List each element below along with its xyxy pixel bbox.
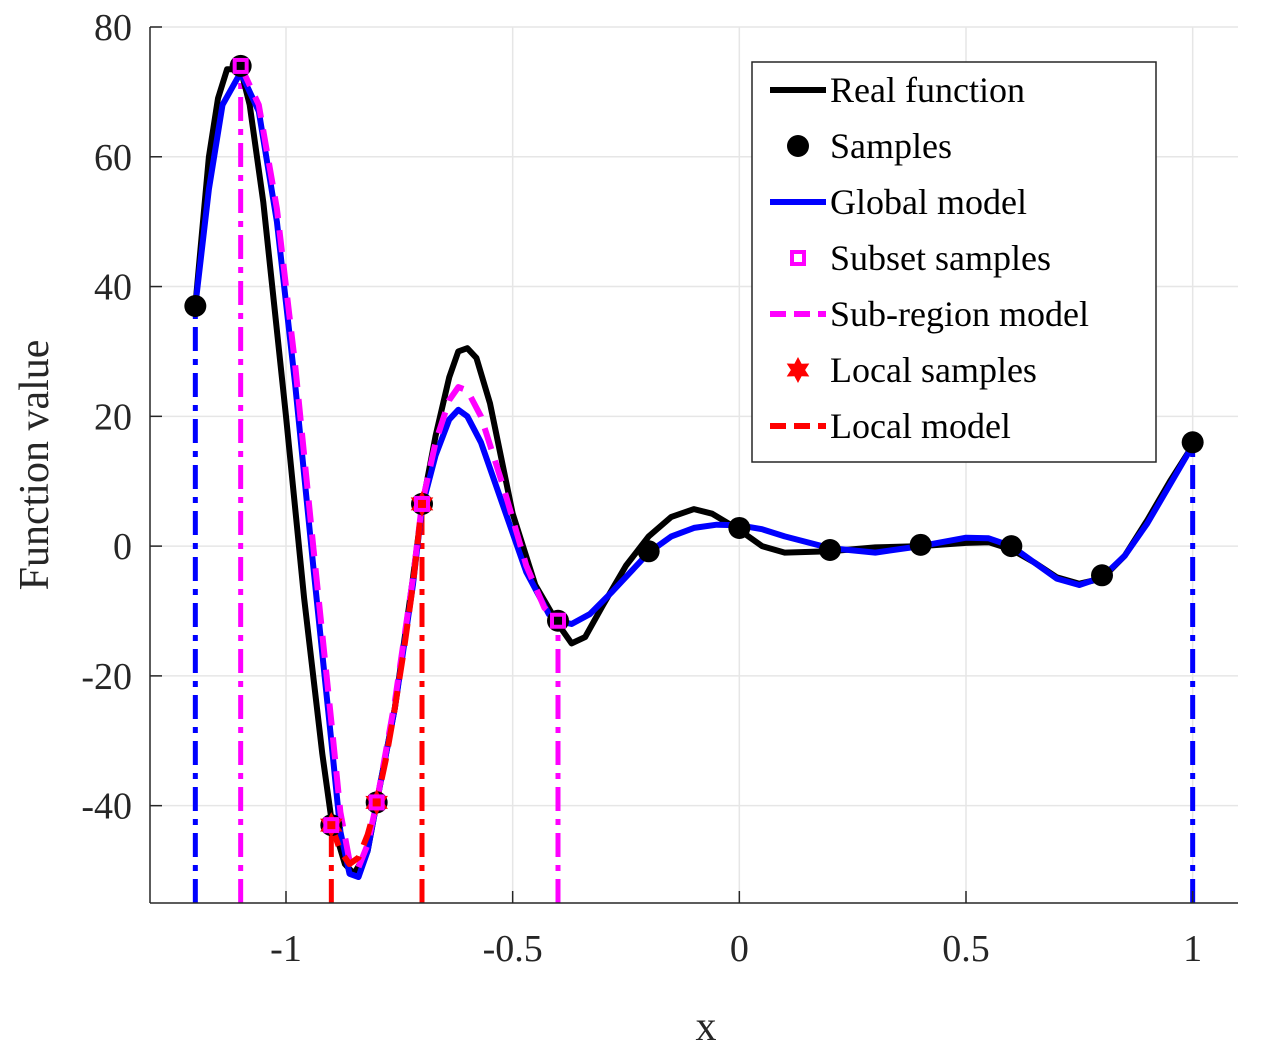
- marker-samples: [637, 540, 660, 563]
- y-tick-label: 20: [94, 396, 132, 438]
- x-axis-label: x: [696, 1004, 717, 1050]
- marker-subset-samples: [323, 817, 340, 834]
- axes-frame: [149, 26, 1238, 904]
- legend-label: Subset samples: [830, 238, 1051, 278]
- x-tick-label: -0.5: [483, 928, 543, 970]
- x-tick-label: 0: [730, 928, 749, 970]
- legend-label: Local samples: [830, 350, 1037, 390]
- marker-samples: [909, 533, 932, 556]
- y-tick-label: -40: [81, 786, 132, 828]
- legend-swatch: [790, 250, 806, 266]
- y-tick-label: -20: [81, 656, 132, 698]
- marker-samples: [1181, 431, 1204, 454]
- x-tick-label: 0.5: [942, 928, 990, 970]
- subregion-bounds: [192, 65, 1196, 903]
- marker-samples: [1000, 535, 1023, 558]
- marker-local-samples: [365, 789, 388, 816]
- legend-swatch: [787, 135, 809, 157]
- legend-label: Sub-region model: [830, 294, 1089, 334]
- y-tick-label: 60: [94, 137, 132, 179]
- tick-labels: -1 -0.5 0 0.5 1 -40 -20 0 20 40 60 80: [81, 7, 1202, 970]
- legend: Real function Samples Global model Subset s…: [751, 61, 1157, 463]
- x-tick-label: 1: [1183, 928, 1202, 970]
- y-axis-label: Function value: [12, 340, 58, 591]
- marker-subset-samples: [368, 794, 385, 811]
- marker-samples: [184, 295, 207, 318]
- y-tick-label: 0: [113, 526, 132, 568]
- legend-label: Real function: [830, 70, 1025, 110]
- marker-subset-samples: [414, 495, 430, 512]
- y-tick-label: 80: [94, 7, 132, 49]
- marker-samples: [1091, 564, 1113, 587]
- series-markers: [184, 54, 1204, 839]
- y-tick-label: 40: [94, 267, 132, 309]
- legend-swatch: [786, 357, 810, 383]
- x-tick-label: -1: [270, 928, 302, 970]
- legend-label: Samples: [830, 126, 952, 166]
- marker-local-samples: [320, 812, 343, 839]
- series-line-sub-region-model: [237, 64, 561, 871]
- marker-samples: [728, 516, 751, 539]
- marker-subset-samples: [232, 57, 249, 74]
- marker-subset-samples: [550, 612, 566, 629]
- legend-label: Local model: [830, 406, 1011, 446]
- legend-box: [751, 61, 1157, 463]
- marker-samples: [819, 539, 841, 562]
- legend-label: Global model: [830, 182, 1027, 222]
- marker-local-samples: [410, 490, 434, 517]
